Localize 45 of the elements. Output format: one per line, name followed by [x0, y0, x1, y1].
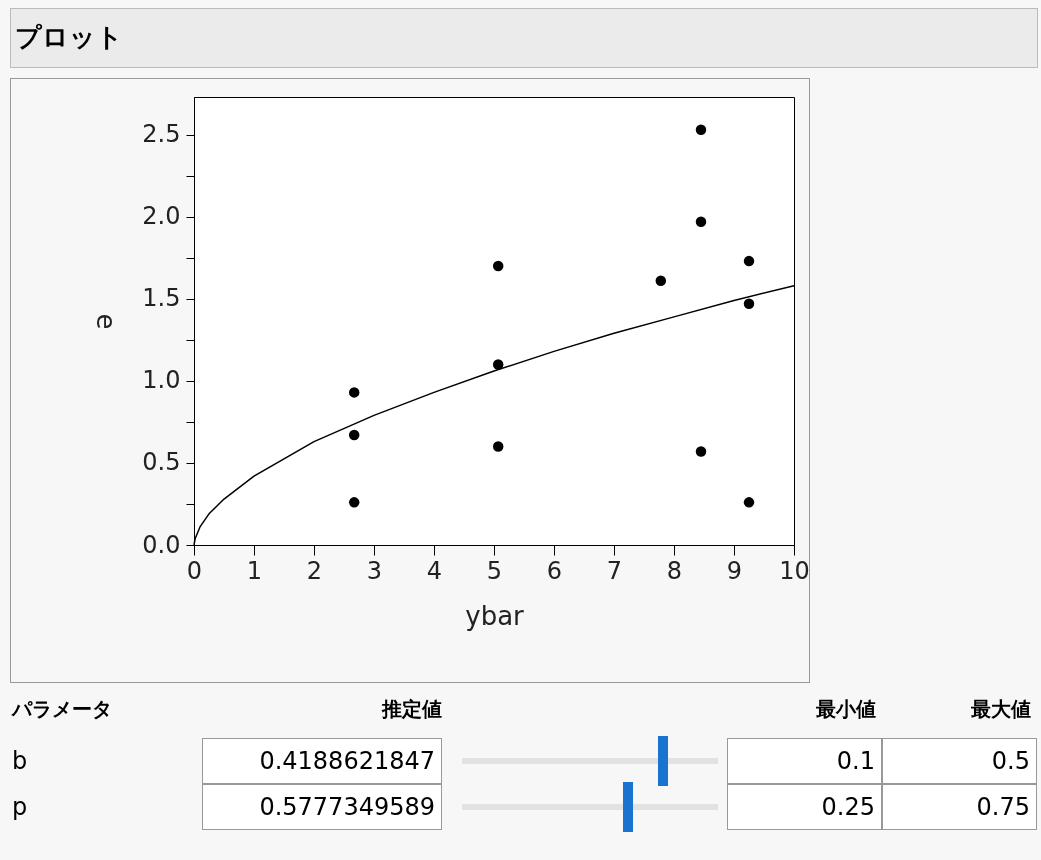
y-tick-label: 1.5: [142, 284, 181, 313]
y-tick-label: 0.0: [142, 530, 181, 559]
point: [348, 497, 360, 508]
x-tick-label: 6: [546, 556, 563, 585]
point: [695, 124, 707, 136]
y-tick-label: 0.5: [142, 448, 181, 477]
text: 0.5: [882, 738, 1037, 784]
point: [695, 446, 707, 457]
point: [348, 387, 360, 398]
point: [743, 255, 755, 267]
text: 0.75: [882, 784, 1037, 830]
text: 0.5777349589: [202, 784, 442, 830]
text: 最小値: [815, 696, 876, 723]
point: [695, 216, 707, 227]
x-tick-label: 5: [486, 556, 503, 585]
x-tick-label: 0: [186, 556, 203, 585]
x-tick-label: 4: [426, 556, 443, 585]
text: 0.1: [727, 738, 882, 784]
point: [743, 298, 755, 309]
x-tick-label: 2: [306, 556, 323, 585]
x-tick-label: 10: [779, 556, 810, 585]
x-tick-label: 8: [666, 556, 683, 585]
point: [348, 429, 360, 441]
text: 最大値: [970, 696, 1031, 723]
point: [655, 275, 667, 287]
y-tick-label: 2.0: [142, 202, 181, 231]
x-tick-label: 3: [366, 556, 383, 585]
chart-title: プロット: [10, 8, 1038, 68]
x-tick-label: 7: [606, 556, 623, 585]
text: パラメータ: [12, 696, 113, 723]
text: 0.4188621847: [202, 738, 442, 784]
y-tick-label: 1.0: [142, 366, 181, 395]
text: p: [12, 792, 29, 823]
y-axis-title: e: [91, 313, 122, 330]
point: [492, 260, 504, 272]
point: [492, 359, 504, 370]
point: [492, 441, 504, 452]
x-tick-label: 9: [726, 556, 743, 585]
text: 0.25: [727, 784, 882, 830]
text: 推定値: [380, 696, 442, 723]
point: [743, 497, 755, 508]
x-tick-label: 1: [246, 556, 263, 585]
x-axis-title: ybar: [465, 600, 525, 631]
y-tick-label: 2.5: [142, 120, 181, 149]
text: b: [12, 746, 29, 777]
